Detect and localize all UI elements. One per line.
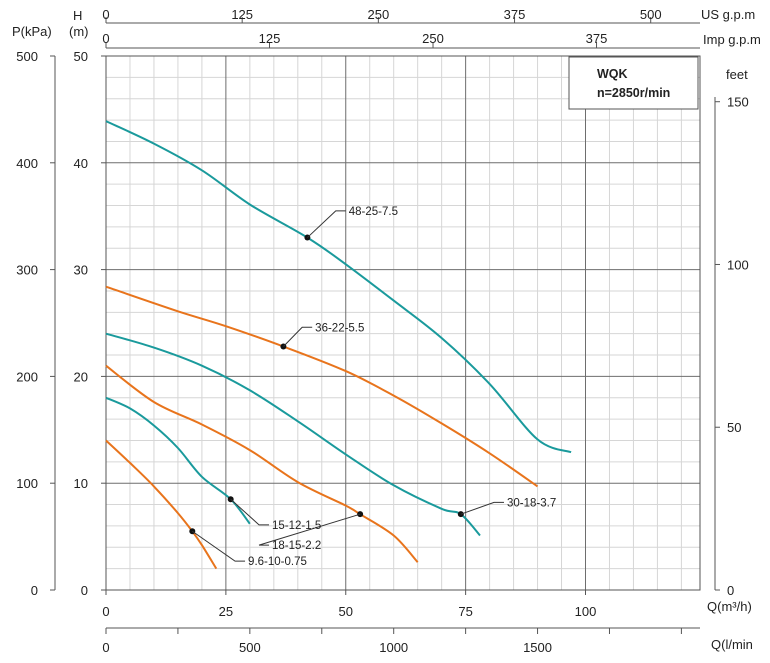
leader-line-36-22-5-5 bbox=[283, 326, 313, 347]
us-gpm-tick-label: 125 bbox=[231, 7, 253, 22]
head-tick-label: 50 bbox=[74, 49, 88, 64]
lmin-tick-label: 500 bbox=[239, 640, 261, 655]
flow-lmin-unit-label: Q(l/min bbox=[711, 637, 753, 652]
unit-labels: P(kPa) H (m) feet US g.p.m Imp g.p.m Q(m… bbox=[12, 7, 761, 652]
series-label-30-18-3-7: 30-18-3.7 bbox=[507, 497, 556, 509]
imp-gpm-tick-label: 250 bbox=[422, 31, 444, 46]
feet-unit-label: feet bbox=[726, 67, 748, 82]
m3h-tick-label: 50 bbox=[339, 604, 353, 619]
kpa-tick-label: 400 bbox=[16, 156, 38, 171]
m3h-tick-label: 100 bbox=[575, 604, 597, 619]
us-gpm-tick-label: 250 bbox=[368, 7, 390, 22]
pressure-unit-label: P(kPa) bbox=[12, 24, 52, 39]
series-label-9-6-10-0-75: 9.6-10-0.75 bbox=[248, 556, 307, 568]
kpa-tick-label: 500 bbox=[16, 49, 38, 64]
model-box: WQK n=2850r/min bbox=[568, 56, 699, 110]
head-unit-label-h: H bbox=[73, 8, 82, 23]
leader-line-15-12-1-5 bbox=[230, 498, 270, 526]
imp-gpm-unit-label: Imp g.p.m bbox=[703, 32, 761, 47]
us-gpm-tick-label: 500 bbox=[640, 7, 662, 22]
model-name: WQK bbox=[597, 67, 628, 81]
series-line-18-15-2-2 bbox=[105, 364, 419, 563]
series-label-15-12-1-5: 15-12-1.5 bbox=[272, 520, 321, 532]
lmin-tick-label: 1500 bbox=[523, 640, 552, 655]
model-speed: n=2850r/min bbox=[597, 86, 670, 100]
imp-gpm-tick-label: 0 bbox=[102, 31, 109, 46]
imp-gpm-tick-label: 125 bbox=[259, 31, 281, 46]
head-tick-label: 40 bbox=[74, 156, 88, 171]
feet-tick-label: 150 bbox=[727, 95, 749, 110]
series-line-36-22-5-5 bbox=[105, 285, 539, 488]
m3h-tick-label: 75 bbox=[458, 604, 472, 619]
head-tick-label: 20 bbox=[74, 369, 88, 384]
feet-tick-label: 100 bbox=[727, 257, 749, 272]
lmin-tick-label: 0 bbox=[102, 640, 109, 655]
kpa-tick-label: 200 bbox=[16, 369, 38, 384]
kpa-tick-label: 0 bbox=[31, 583, 38, 598]
leader-line-9-6-10-0-75 bbox=[192, 530, 246, 562]
leader-line-18-15-2-2 bbox=[258, 513, 361, 546]
us-gpm-unit-label: US g.p.m bbox=[701, 7, 755, 22]
head-tick-label: 30 bbox=[74, 263, 88, 278]
us-gpm-tick-label: 375 bbox=[504, 7, 526, 22]
leader-line-48-25-7-5 bbox=[307, 210, 346, 238]
head-unit-label-m: (m) bbox=[69, 24, 89, 39]
series-label-18-15-2-2: 18-15-2.2 bbox=[272, 540, 321, 552]
feet-tick-label: 50 bbox=[727, 420, 741, 435]
plot-frame bbox=[105, 55, 701, 591]
model-box-frame bbox=[568, 56, 699, 110]
us-gpm-tick-label: 0 bbox=[102, 7, 109, 22]
m3h-tick-label: 0 bbox=[102, 604, 109, 619]
head-tick-label: 10 bbox=[74, 476, 88, 491]
flow-m3h-unit-label: Q(m³/h) bbox=[707, 599, 752, 614]
series-line-9-6-10-0-75 bbox=[105, 439, 218, 570]
series bbox=[105, 120, 572, 570]
lmin-tick-label: 1000 bbox=[379, 640, 408, 655]
imp-gpm-tick-label: 375 bbox=[586, 31, 608, 46]
series-line-30-18-3-7 bbox=[105, 332, 481, 537]
kpa-tick-label: 300 bbox=[16, 263, 38, 278]
labels: 48-25-7.5 36-22-5.5 30-18-3.7 18-15-2.2 15-1… bbox=[192, 206, 556, 568]
series-line-48-25-7-5 bbox=[105, 120, 572, 454]
grid bbox=[105, 55, 701, 591]
series-label-48-25-7-5: 48-25-7.5 bbox=[349, 206, 398, 218]
series-label-36-22-5-5: 36-22-5.5 bbox=[315, 322, 364, 334]
feet-tick-label: 0 bbox=[727, 583, 734, 598]
head-tick-label: 0 bbox=[81, 583, 88, 598]
kpa-tick-label: 100 bbox=[16, 476, 38, 491]
leader-line-30-18-3-7 bbox=[460, 501, 504, 515]
m3h-tick-label: 25 bbox=[219, 604, 233, 619]
